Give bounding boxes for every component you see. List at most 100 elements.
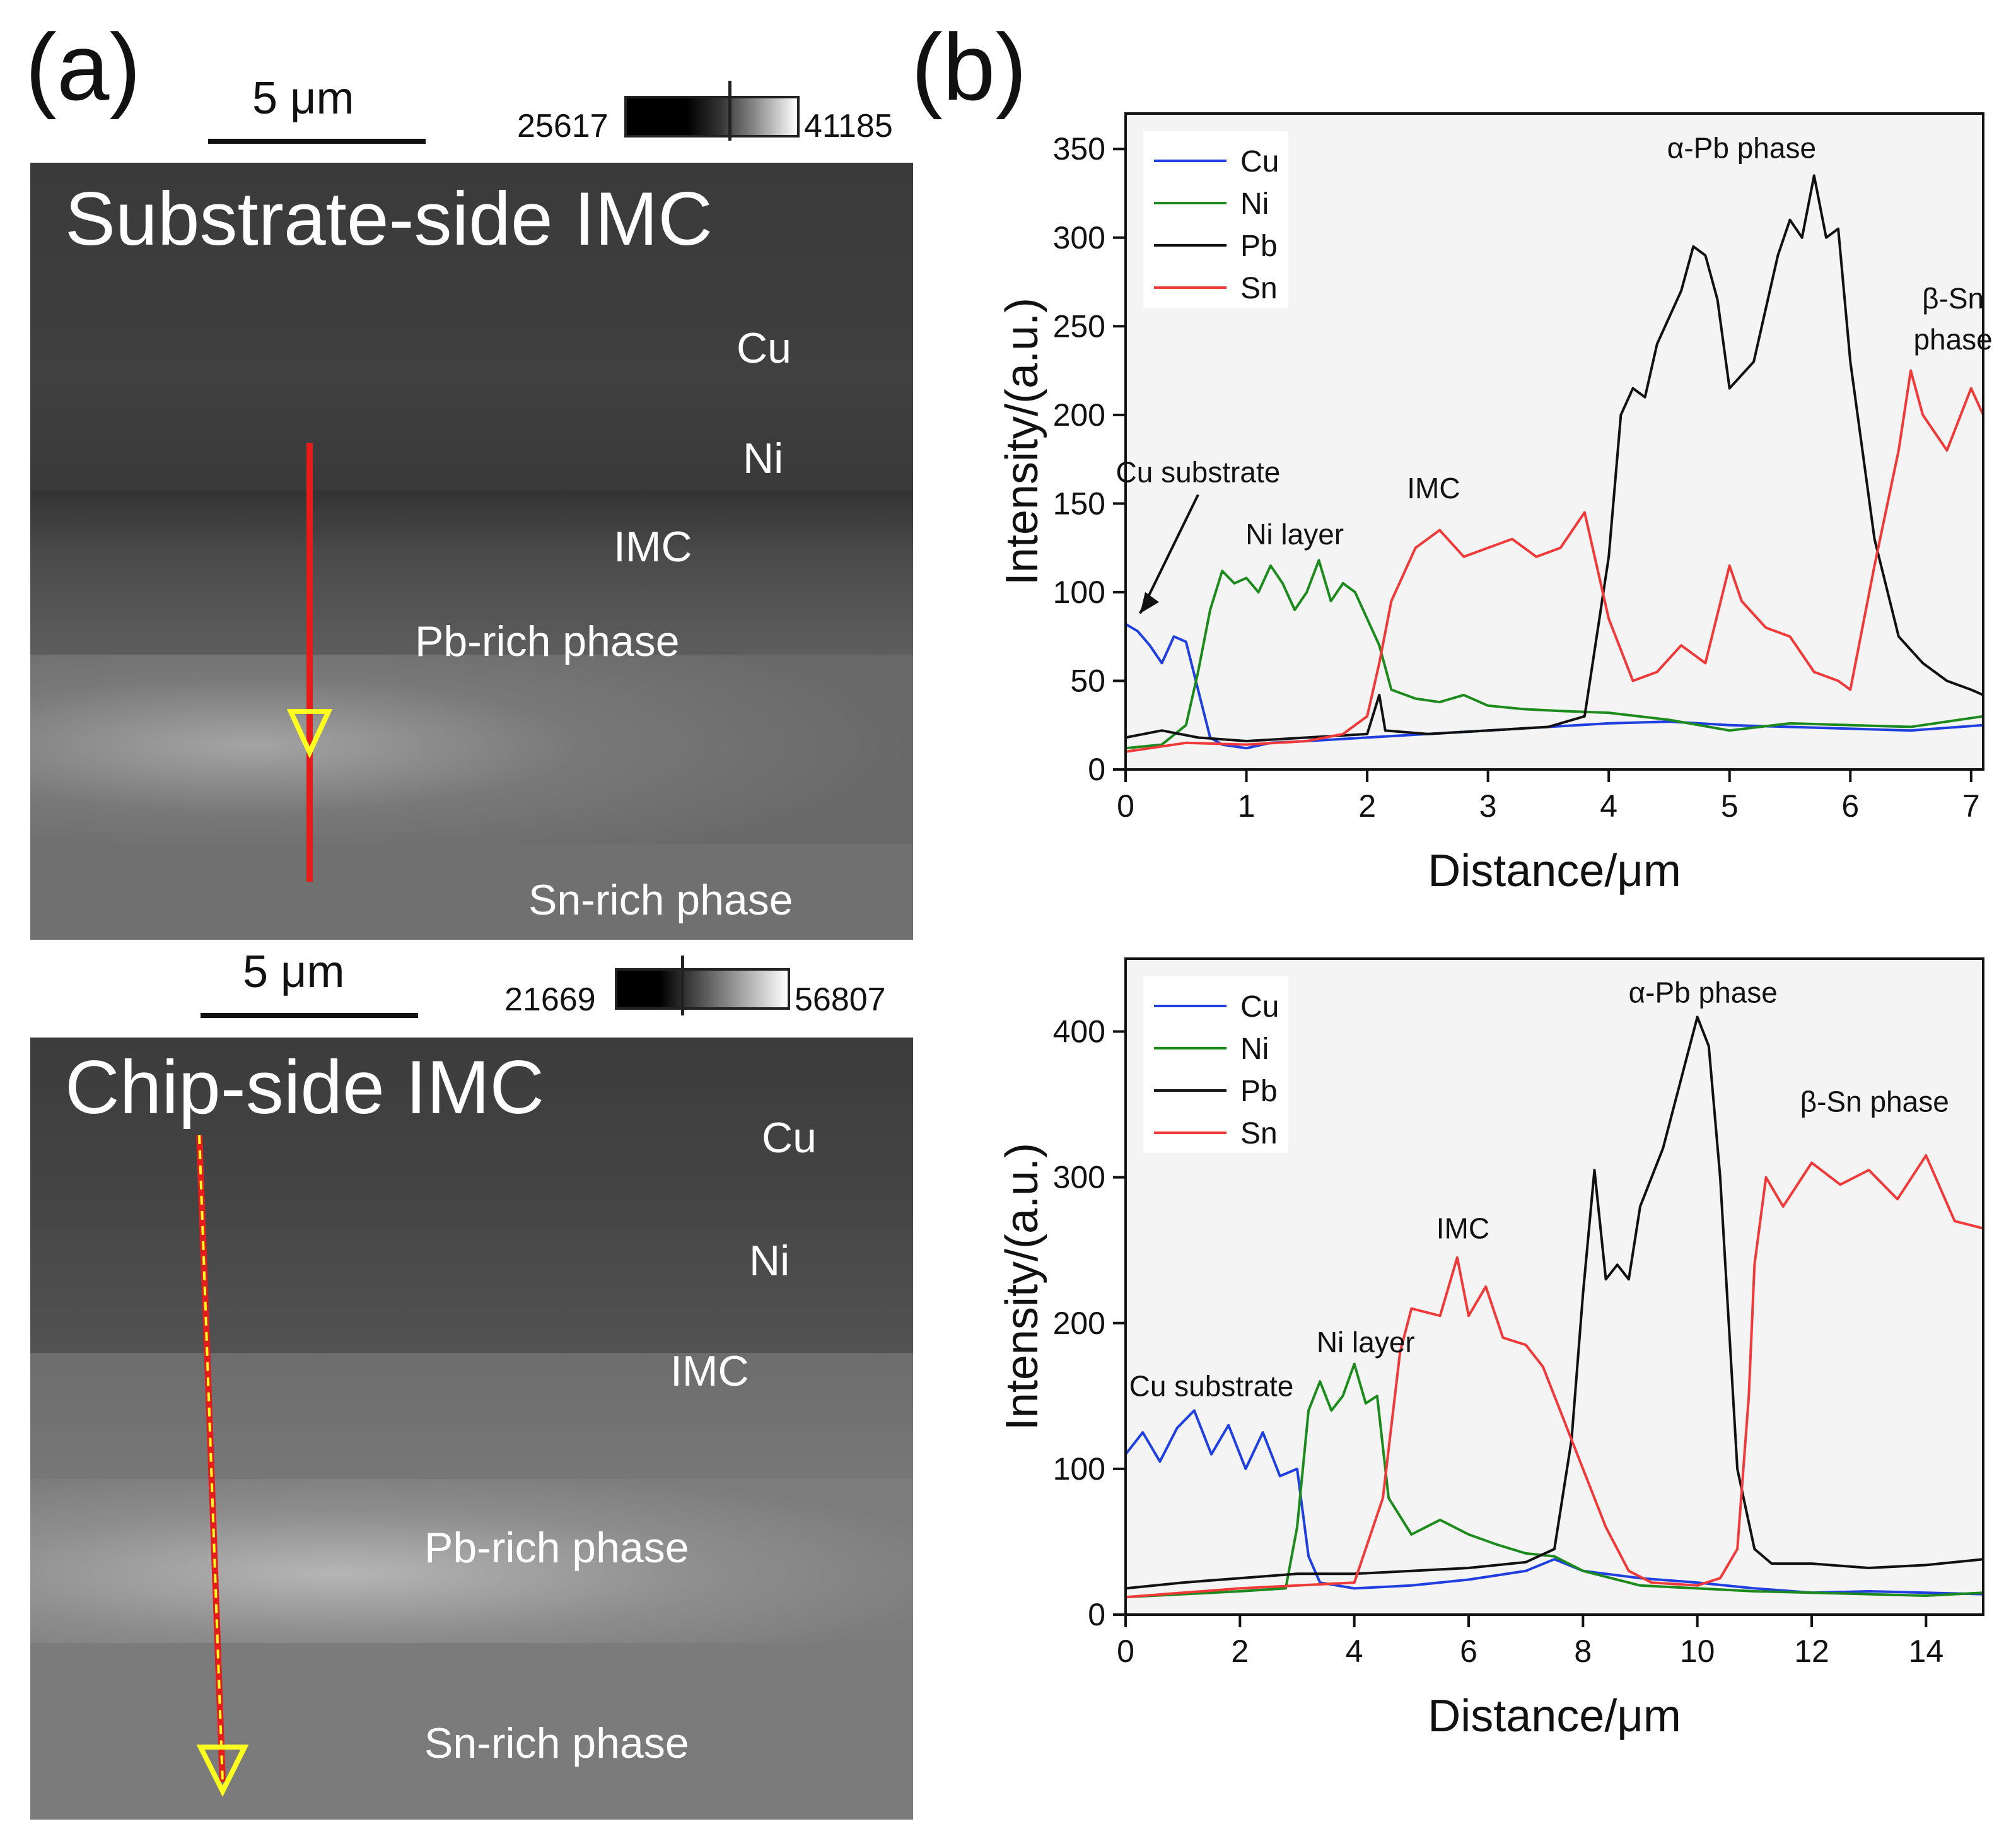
y-tick-label: 300 bbox=[1053, 220, 1105, 255]
y-tick-label: 200 bbox=[1053, 397, 1105, 433]
colorbar-max-bottom: 56807 bbox=[795, 981, 886, 1018]
legend-label-ni: Ni bbox=[1240, 187, 1269, 221]
x-tick-label: 10 bbox=[1680, 1634, 1715, 1669]
x-tick-label: 0 bbox=[1117, 1634, 1134, 1669]
y-tick-label: 0 bbox=[1088, 752, 1105, 787]
sn-region bbox=[30, 844, 913, 940]
y-tick-label: 200 bbox=[1053, 1306, 1105, 1341]
y-axis-label: Intensity/(a.u.) bbox=[997, 298, 1047, 585]
annotation: Cu substrate bbox=[1116, 456, 1281, 489]
scalebar-bottom bbox=[201, 1013, 418, 1018]
annotation: IMC bbox=[1407, 472, 1460, 505]
label-sn-rich: Sn-rich phase bbox=[528, 876, 793, 924]
scalebar-label-top: 5 μm bbox=[252, 73, 354, 124]
x-tick-label: 12 bbox=[1794, 1634, 1829, 1669]
series-line-sn bbox=[1125, 1154, 1984, 1599]
x-tick-label: 8 bbox=[1574, 1634, 1592, 1669]
label-imc: IMC bbox=[614, 523, 692, 571]
y-tick-label: 50 bbox=[1070, 663, 1105, 698]
y-tick-label: 300 bbox=[1053, 1160, 1105, 1195]
line-scan-chart-substrate: 0 1 2 3 4 5 6 7 0 50 100 150 200 250 300 350 Distance/μm… bbox=[997, 112, 1993, 896]
panel-b-label: (b) bbox=[911, 14, 1027, 120]
label-imc: IMC bbox=[670, 1347, 749, 1395]
scan-arrow-head bbox=[286, 709, 333, 759]
colorbar-bottom bbox=[615, 968, 790, 1010]
series-line-pb bbox=[1125, 174, 1984, 742]
x-tick-label: 6 bbox=[1841, 788, 1859, 824]
x-tick-label: 4 bbox=[1346, 1634, 1363, 1669]
scalebar-top bbox=[208, 139, 426, 144]
legend-label-cu: Cu bbox=[1240, 145, 1279, 178]
colorbar-min-bottom: 21669 bbox=[504, 981, 596, 1018]
x-axis-label: Distance/μm bbox=[1428, 1691, 1681, 1741]
x-tick-label: 1 bbox=[1238, 788, 1256, 824]
series-line-cu bbox=[1124, 1409, 1984, 1596]
cu-region bbox=[30, 1038, 913, 1246]
y-tick-label: 100 bbox=[1053, 1451, 1105, 1487]
line-scan-chart-chip: 0 2 4 6 8 10 12 14 0 100 200 300 400 Distance/μm Inten… bbox=[997, 957, 1984, 1741]
annotation: β-Sn bbox=[1922, 282, 1984, 315]
x-tick-label: 5 bbox=[1721, 788, 1739, 824]
colorbar-marker-top bbox=[728, 81, 731, 141]
pb-region bbox=[30, 1479, 913, 1668]
annotation: Ni layer bbox=[1317, 1326, 1415, 1359]
colorbar-min-top: 25617 bbox=[517, 108, 609, 144]
annotation: Cu substrate bbox=[1129, 1369, 1294, 1402]
annotation: α-Pb phase bbox=[1667, 131, 1816, 164]
plot-frame bbox=[1124, 112, 1984, 771]
annotation: phase bbox=[1913, 323, 1992, 356]
sem-image-substrate: Substrate-side IMC Cu Ni IMC Pb-rich pha… bbox=[30, 163, 913, 940]
annotation-arrow bbox=[1139, 494, 1199, 614]
x-tick-label: 6 bbox=[1460, 1634, 1477, 1669]
x-tick-label: 14 bbox=[1909, 1634, 1944, 1669]
x-tick-label: 2 bbox=[1358, 788, 1376, 824]
label-sn-rich: Sn-rich phase bbox=[424, 1719, 689, 1767]
label-cu: Cu bbox=[762, 1114, 817, 1162]
sem-image-chip: Chip-side IMC Cu Ni IMC Pb-rich phase Sn… bbox=[30, 1038, 913, 1820]
y-tick-label: 350 bbox=[1053, 131, 1105, 167]
legend: Cu Ni Pb Sn bbox=[1143, 976, 1288, 1153]
colorbar-marker-bottom bbox=[681, 956, 684, 1015]
annotation: Ni layer bbox=[1245, 518, 1344, 551]
sn-region bbox=[30, 1643, 913, 1820]
legend: Cu Ni Pb Sn bbox=[1143, 131, 1288, 308]
cu-region bbox=[30, 163, 913, 529]
label-pb-rich: Pb-rich phase bbox=[415, 617, 680, 665]
legend-label-pb: Pb bbox=[1240, 1075, 1278, 1108]
series-line-ni bbox=[1125, 1362, 1984, 1599]
x-tick-label: 4 bbox=[1600, 788, 1617, 824]
colorbar-top bbox=[624, 96, 800, 137]
sem-line-scan-chip bbox=[196, 1135, 249, 1797]
y-tick-label: 250 bbox=[1053, 308, 1105, 344]
legend-label-sn: Sn bbox=[1240, 1117, 1278, 1150]
panel-a-label: (a) bbox=[25, 14, 141, 120]
annotation-arrow-head bbox=[1139, 592, 1159, 614]
label-pb-rich: Pb-rich phase bbox=[424, 1524, 689, 1572]
legend-label-ni: Ni bbox=[1240, 1032, 1269, 1066]
legend-label-cu: Cu bbox=[1240, 990, 1279, 1024]
scalebar-label-bottom: 5 μm bbox=[243, 947, 345, 997]
x-axis-label: Distance/μm bbox=[1428, 846, 1681, 896]
series-line-sn bbox=[1125, 369, 1984, 753]
label-ni: Ni bbox=[749, 1237, 790, 1285]
legend-label-pb: Pb bbox=[1240, 230, 1278, 263]
colorbar-max-top: 41185 bbox=[804, 108, 893, 144]
sem-line-scan-substrate bbox=[286, 443, 333, 882]
plot-frame bbox=[1124, 957, 1984, 1616]
sem-title-chip: Chip-side IMC bbox=[65, 1045, 545, 1130]
annotation: α-Pb phase bbox=[1629, 976, 1778, 1009]
y-tick-label: 100 bbox=[1053, 575, 1105, 610]
x-tick-label: 2 bbox=[1231, 1634, 1249, 1669]
label-ni: Ni bbox=[743, 435, 784, 482]
annotation: IMC bbox=[1436, 1212, 1489, 1245]
scan-line-outline bbox=[198, 1135, 224, 1782]
x-tick-label: 0 bbox=[1117, 788, 1134, 824]
legend-label-sn: Sn bbox=[1240, 272, 1278, 305]
y-tick-label: 0 bbox=[1088, 1597, 1105, 1632]
sem-title-substrate: Substrate-side IMC bbox=[65, 177, 713, 261]
annotation: β-Sn phase bbox=[1800, 1085, 1949, 1118]
y-axis-label: Intensity/(a.u.) bbox=[997, 1143, 1047, 1430]
y-tick-label: 400 bbox=[1053, 1014, 1105, 1050]
label-cu: Cu bbox=[737, 324, 791, 372]
series-line-ni bbox=[1125, 559, 1984, 750]
